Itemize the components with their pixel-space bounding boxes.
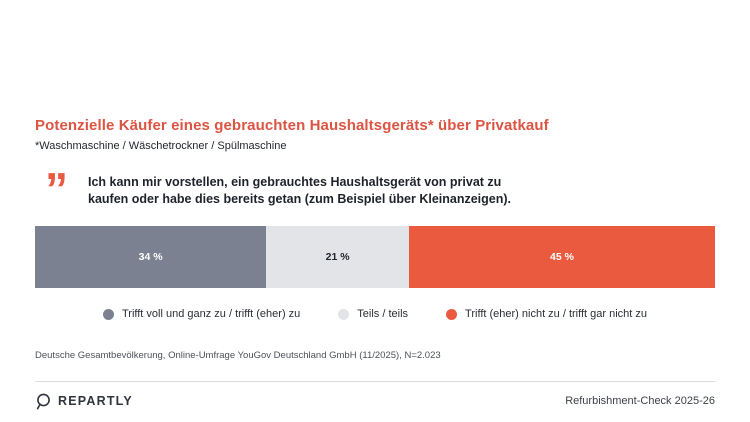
brand-logo: REPARTLY — [35, 393, 133, 410]
stacked-bar-chart: 34 % 21 % 45 % — [35, 226, 715, 288]
page-subtitle: *Waschmaschine / Wäschetrockner / Spülma… — [35, 140, 287, 152]
bar-segment-1: 34 % — [35, 226, 267, 288]
legend-dot-icon — [338, 308, 350, 320]
quote-text: Ich kann mir vorstellen, ein gebrauchtes… — [88, 175, 512, 206]
footer-divider — [35, 381, 715, 382]
quote-icon: ” — [45, 163, 68, 215]
bar-value-label: 45 % — [550, 251, 574, 263]
legend-label: Trifft (eher) nicht zu / trifft gar nich… — [465, 308, 648, 320]
legend-dot-icon — [446, 308, 458, 320]
bar-value-label: 34 % — [138, 251, 163, 263]
legend-dot-icon — [102, 308, 114, 320]
footer: REPARTLY Refurbishment-Check 2025-26 — [35, 390, 715, 412]
bar-segment-2: 21 % — [266, 226, 409, 288]
brand-name: REPARTLY — [58, 394, 133, 408]
quote-block: ” Ich kann mir vorstellen, ein gebraucht… — [45, 163, 528, 215]
source-note: Deutsche Gesamtbevölkerung, Online-Umfra… — [35, 350, 441, 361]
page-title: Potenzielle Käufer eines gebrauchten Hau… — [35, 117, 549, 134]
report-name: Refurbishment-Check 2025-26 — [565, 395, 715, 407]
legend-label: Trifft voll und ganz zu / trifft (eher) … — [121, 308, 301, 320]
bar-segment-3: 45 % — [408, 226, 715, 288]
legend-item-1: Trifft voll und ganz zu / trifft (eher) … — [102, 308, 301, 320]
legend-item-3: Trifft (eher) nicht zu / trifft gar nich… — [446, 308, 647, 320]
legend-item-2: Teils / teils — [338, 308, 408, 320]
chart-legend: Trifft voll und ganz zu / trifft (eher) … — [0, 308, 750, 320]
repartly-logo-icon — [35, 393, 51, 410]
bar-value-label: 21 % — [325, 251, 350, 263]
legend-label: Teils / teils — [357, 308, 409, 320]
